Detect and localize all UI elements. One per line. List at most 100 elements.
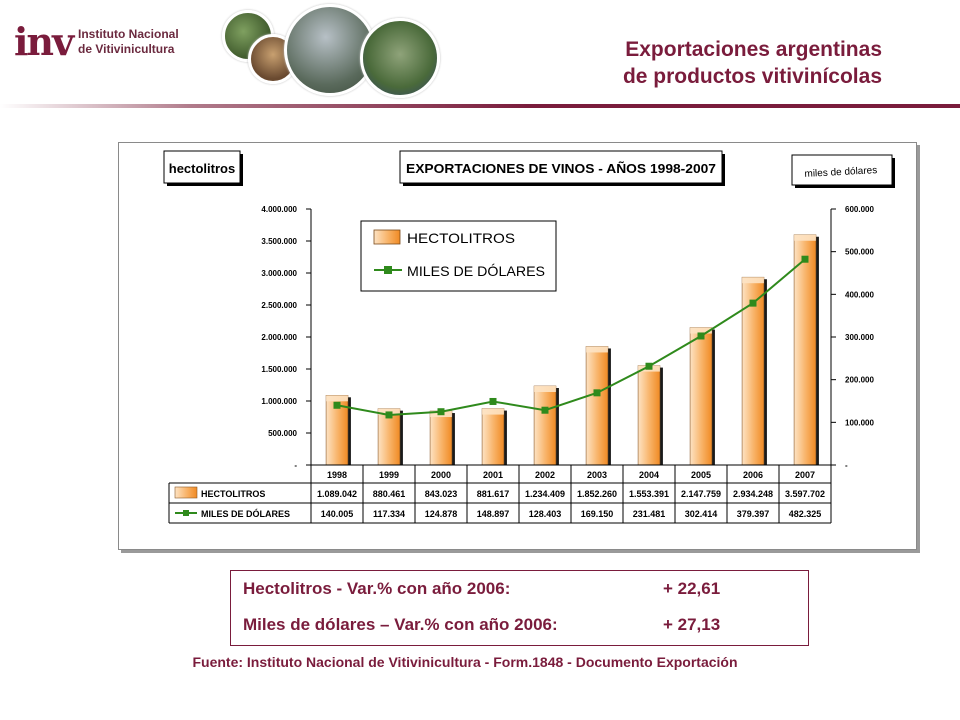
logo-line-2: de Vitivinicultura (78, 42, 175, 56)
left-tick-label: - (294, 461, 297, 470)
table-cell: 2.934.248 (733, 489, 773, 499)
table-cell: 1.553.391 (629, 489, 669, 499)
table-cell: 231.481 (633, 509, 666, 519)
category-label-2001: 2001 (483, 470, 503, 480)
bar-top-highlight (586, 346, 608, 353)
chart-legend: HECTOLITROS MILES DE DÓLARES (360, 220, 557, 292)
header-divider (0, 104, 960, 108)
category-label-2004: 2004 (639, 470, 659, 480)
bar-top-highlight (794, 234, 816, 241)
line-series (333, 255, 809, 419)
logo-mark: inv (14, 19, 74, 64)
right-tick-label: 100.000 (845, 418, 874, 427)
right-axis-ticks: - 100.000 200.000 300.000 400.000 500.000 600.… (831, 205, 874, 470)
left-tick-label: 1.000.000 (261, 397, 297, 406)
line-point-1999 (385, 411, 393, 419)
right-tick-label: 300.000 (845, 333, 874, 342)
chart-title: EXPORTACIONES DE VINOS - AÑOS 1998-2007 (406, 161, 716, 176)
left-tick-label: 3.500.000 (261, 237, 297, 246)
legend-label-dolares: MILES DE DÓLARES (407, 263, 545, 279)
table-cell: 1.852.260 (577, 489, 617, 499)
table-cell: 3.597.702 (785, 489, 825, 499)
table-cell: 140.005 (321, 509, 354, 519)
header: inv Instituto Nacional de Vitivinicultur… (0, 0, 960, 108)
bar-2005 (689, 327, 713, 466)
table-cell: 843.023 (425, 489, 458, 499)
table-cell: 169.150 (581, 509, 614, 519)
summary-hectolitros-value: + 22,61 (663, 579, 721, 598)
left-axis-label: hectolitros (169, 161, 235, 176)
table-cell: 881.617 (477, 489, 510, 499)
category-label-1998: 1998 (327, 470, 347, 480)
table-cell: 379.397 (737, 509, 770, 519)
table-row-label-dolares: MILES DE DÓLARES (201, 508, 290, 519)
bar-2001 (481, 408, 505, 466)
line-point-2007 (801, 255, 809, 263)
category-label-2005: 2005 (691, 470, 711, 480)
right-tick-label: 500.000 (845, 248, 874, 257)
legend-label-hectolitros: HECTOLITROS (407, 230, 515, 246)
line-point-2005 (697, 332, 705, 340)
left-tick-label: 500.000 (268, 429, 297, 438)
bar-2004 (637, 365, 661, 466)
chart-frame: hectolitros EXPORTACIONES DE VINOS - AÑO… (118, 142, 917, 550)
table-cell: 148.897 (477, 509, 510, 519)
bar-series (325, 234, 819, 466)
table-cell: 124.878 (425, 509, 458, 519)
summary-hectolitros-label: Hectolitros - Var.% con año 2006: (243, 579, 511, 598)
summary-dolares-label: Miles de dólares – Var.% con año 2006: (243, 615, 558, 634)
chart-title-box: EXPORTACIONES DE VINOS - AÑOS 1998-2007 (399, 150, 725, 186)
page-title-line-2: de productos vitivinícolas (622, 65, 882, 88)
bar-2007 (793, 234, 817, 466)
line-point-2001 (489, 397, 497, 405)
table-key-marker (183, 510, 189, 516)
table-cell: 302.414 (685, 509, 718, 519)
right-tick-label: 400.000 (845, 290, 874, 299)
line-point-2006 (749, 299, 757, 307)
left-tick-label: 2.000.000 (261, 333, 297, 342)
category-label-2002: 2002 (535, 470, 555, 480)
right-tick-label: 200.000 (845, 376, 874, 385)
variation-summary: Hectolitros - Var.% con año 2006: + 22,6… (230, 570, 809, 646)
left-tick-label: 3.000.000 (261, 269, 297, 278)
table-cell: 128.403 (529, 509, 562, 519)
bar-2000 (429, 410, 453, 466)
line-path (336, 258, 806, 416)
line-point-2004 (645, 362, 653, 370)
logo-text: Instituto Nacional de Vitivinicultura (78, 27, 218, 57)
left-tick-label: 1.500.000 (261, 365, 297, 374)
bar-2003 (585, 346, 609, 466)
page-title-line-1: Exportaciones argentinas (625, 38, 882, 61)
line-point-2002 (541, 406, 549, 414)
data-table: 1998 1999 2000 2001 2002 2003 2004 2005 2006 2007… (168, 464, 832, 524)
table-cell: 2.147.759 (681, 489, 721, 499)
bar-top-highlight (534, 385, 556, 392)
right-axis-label: miles de dólares (804, 165, 877, 180)
left-axis-label-box: hectolitros (163, 150, 243, 186)
left-tick-label: 4.000.000 (261, 205, 297, 214)
category-label-2003: 2003 (587, 470, 607, 480)
category-label-2000: 2000 (431, 470, 451, 480)
right-tick-label: - (845, 461, 848, 470)
line-point-1998 (333, 401, 341, 409)
category-label-2006: 2006 (743, 470, 763, 480)
bar-top-highlight (326, 395, 348, 402)
line-point-2003 (593, 389, 601, 397)
inv-logo: inv Instituto Nacional de Vitivinicultur… (14, 14, 214, 70)
table-key-bar (174, 486, 198, 499)
summary-dolares-value: + 27,13 (663, 615, 721, 634)
bar-top-highlight (742, 277, 764, 284)
left-tick-label: 2.500.000 (261, 301, 297, 310)
table-cell: 482.325 (789, 509, 822, 519)
bar-2002 (533, 385, 557, 466)
table-cell: 1.089.042 (317, 489, 357, 499)
left-axis-ticks: - 500.000 1.000.000 1.500.000 2.000.000 2.500… (261, 205, 311, 470)
bar-top-highlight (690, 327, 712, 334)
table-cell: 1.234.409 (525, 489, 565, 499)
export-chart: hectolitros EXPORTACIONES DE VINOS - AÑO… (163, 150, 895, 524)
right-tick-label: 600.000 (845, 205, 874, 214)
right-axis-label-box: miles de dólares (791, 154, 895, 188)
category-label-2007: 2007 (795, 470, 815, 480)
header-photos (214, 2, 444, 102)
page-title: Exportaciones argentinas de productos vi… (462, 36, 882, 90)
